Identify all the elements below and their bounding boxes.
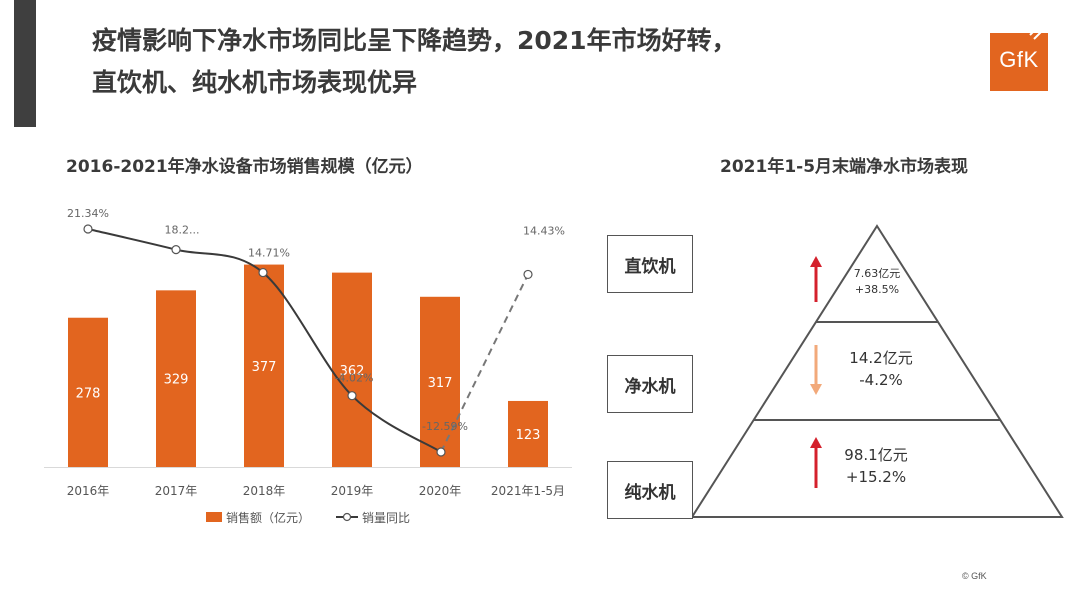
bar-0 (68, 317, 108, 467)
pyramid-label-purifier: 净水机 (607, 355, 693, 413)
yoy-point-5 (523, 269, 533, 280)
bar-5 (508, 400, 548, 467)
yoy-point-4 (436, 447, 446, 457)
level-3-change: +15.2% (845, 468, 907, 486)
level-1-change: +38.5% (854, 283, 900, 296)
yoy-line (87, 228, 442, 453)
legend-line-marker (342, 512, 352, 522)
page-title: 疫情影响下净水市场同比呈下降趋势，2021年市场好转， 直饮机、纯水机市场表现优… (92, 20, 972, 104)
yoy-point-1 (171, 245, 181, 255)
x-tick-label-3: 2019年 (331, 484, 374, 498)
x-tick-label-4: 2020年 (419, 484, 462, 498)
bar-3 (332, 272, 372, 467)
level-2-text: 14.2亿元 -4.2% (826, 347, 936, 391)
logo-text: GfK (999, 47, 1039, 72)
x-tick-label-2: 2018年 (243, 484, 286, 498)
bar-4 (420, 296, 460, 467)
level-1-text: 7.63亿元 +38.5% (832, 266, 922, 298)
bar-value-label-0: 278 (76, 386, 101, 401)
yoy-label-2: 14.71% (248, 247, 290, 260)
title-line-1: 疫情影响下净水市场同比呈下降趋势，2021年市场好转， (92, 26, 737, 55)
trend-up-arrow-icon-2 (810, 437, 822, 448)
yoy-label-5: 14.43% (523, 224, 565, 237)
level-2-change: -4.2% (859, 371, 903, 389)
level-2-value: 14.2亿元 (849, 349, 913, 367)
bar-value-label-5: 123 (516, 428, 541, 443)
x-tick-label-5: 2021年1-5月 (491, 484, 565, 498)
yoy-label-3: -4.02% (335, 372, 374, 385)
yoy-point-3 (347, 391, 357, 401)
bar-2 (244, 264, 284, 467)
legend-line-label: 销量同比 (362, 511, 410, 525)
level-3-text: 98.1亿元 +15.2% (821, 444, 931, 488)
right-chart-title: 2021年1-5月末端净水市场表现 (720, 157, 969, 177)
bar-value-label-3: 362 (340, 364, 365, 379)
yoy-line-dashed (440, 273, 529, 453)
bar-value-label-1: 329 (164, 373, 189, 388)
yoy-label-4: -12.59% (422, 420, 468, 433)
bar-value-label-2: 377 (252, 360, 277, 375)
level-3-value: 98.1亿元 (844, 446, 908, 464)
yoy-label-0: 21.34% (67, 207, 109, 220)
copyright: © GfK (962, 571, 987, 581)
yoy-point-0 (83, 224, 93, 234)
yoy-label-1: 18.2... (165, 224, 200, 237)
trend-up-arrow-icon-0 (810, 256, 822, 267)
yoy-point-2 (258, 267, 268, 278)
bar-value-label-4: 317 (428, 376, 453, 391)
side-accent-bar (14, 0, 36, 127)
x-tick-label-0: 2016年 (67, 484, 110, 498)
trend-down-arrow-icon-1 (810, 384, 822, 395)
level-1-value: 7.63亿元 (853, 267, 901, 280)
x-tick-label-1: 2017年 (155, 484, 198, 498)
bar-1 (156, 290, 196, 467)
title-line-2: 直饮机、纯水机市场表现优异 (92, 68, 418, 97)
pyramid-label-ro: 纯水机 (607, 461, 693, 519)
left-chart-title: 2016-2021年净水设备市场销售规模（亿元） (66, 157, 423, 177)
pyramid-label-direct: 直饮机 (607, 235, 693, 293)
gfk-logo: GfK (990, 33, 1048, 91)
legend-bar-swatch (206, 512, 222, 522)
logo-slash-icon (1029, 33, 1042, 40)
legend-bar-label: 销售额（亿元） (226, 510, 310, 525)
pyramid-outline (690, 224, 1064, 518)
